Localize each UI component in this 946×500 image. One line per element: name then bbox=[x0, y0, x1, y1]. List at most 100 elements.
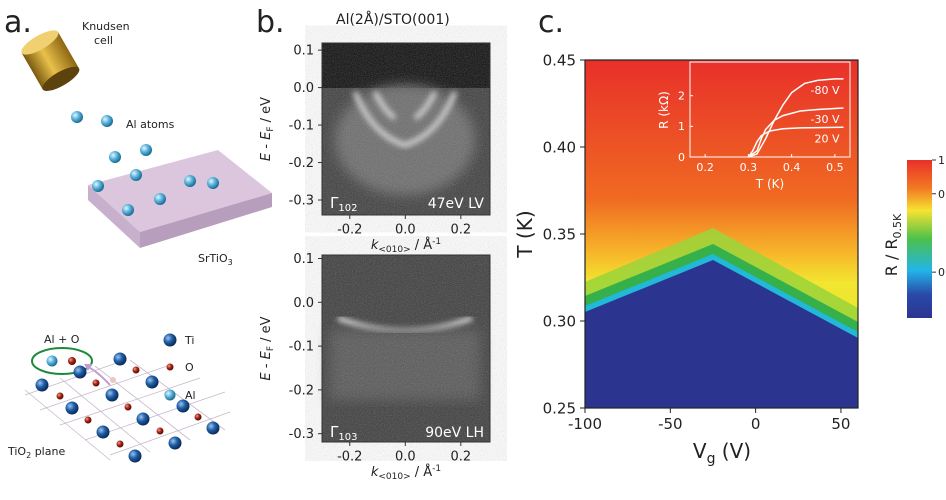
y-tick-label: -0.3 bbox=[289, 427, 314, 442]
panel-label: b. bbox=[256, 5, 285, 40]
y-axis-label: E - EF / eV bbox=[259, 97, 276, 161]
y-tick-label: -0.1 bbox=[289, 340, 314, 355]
substrate bbox=[88, 150, 272, 248]
x-label-part: / Å bbox=[411, 237, 433, 253]
legend-label: Ti bbox=[184, 334, 194, 347]
y-tick-label: 0.30 bbox=[543, 312, 576, 330]
x-tick-label: -0.2 bbox=[337, 449, 362, 464]
x-label-part: / Å bbox=[411, 464, 433, 480]
colorbar-tick-label: 0.1 bbox=[938, 266, 946, 279]
y-label-part: E - E bbox=[259, 131, 274, 161]
x-tick-label: -100 bbox=[568, 415, 602, 433]
point-label: Γ102 bbox=[330, 194, 357, 214]
y-label-part: / eV bbox=[259, 316, 274, 346]
x-tick-label: 50 bbox=[831, 415, 850, 433]
x-tick-label: 0.2 bbox=[450, 222, 471, 237]
x-tick-label: 0 bbox=[751, 415, 761, 433]
y-axis-label: T (K) bbox=[513, 210, 537, 258]
adsorbate-ring bbox=[31, 347, 93, 375]
x-tick-label: -0.2 bbox=[337, 222, 362, 237]
x-label-part: k bbox=[371, 465, 379, 480]
knudsen-cell bbox=[21, 30, 80, 91]
y-tick-label: 2 bbox=[678, 90, 685, 103]
y-tick-label: -0.3 bbox=[289, 194, 314, 209]
x-label-part: (V) bbox=[715, 439, 751, 463]
panel-title: Al(2Å)/STO(001) bbox=[336, 11, 450, 28]
inset-curve bbox=[748, 78, 844, 158]
lattice-atoms bbox=[35, 352, 220, 463]
inset-x-label: T (K) bbox=[755, 177, 784, 191]
y-axis-label: E - EF / eV bbox=[259, 316, 276, 380]
x-tick-label: 0.2 bbox=[450, 449, 471, 464]
x-label-part: -1 bbox=[432, 237, 441, 247]
y-tick-label: 0 bbox=[678, 151, 685, 164]
plot-frame bbox=[321, 254, 491, 443]
x-tick-label: 0.0 bbox=[395, 449, 416, 464]
series-label: -80 V bbox=[811, 84, 840, 97]
panel-label: a. bbox=[4, 5, 32, 40]
colorbar-label-part: 0.5K bbox=[891, 213, 904, 238]
x-tick-label: 0.0 bbox=[395, 222, 416, 237]
colorbar bbox=[907, 160, 932, 318]
colorbar-label: R / R0.5K bbox=[882, 213, 904, 276]
x-tick-label: 0.2 bbox=[696, 161, 714, 174]
x-label-part: <010> bbox=[378, 472, 410, 482]
x-axis-label: k<010> / Å-1 bbox=[371, 464, 441, 482]
condition-label: 90eV LH bbox=[425, 425, 484, 441]
colorbar-tick-label: 1.0 bbox=[938, 154, 946, 167]
y-tick-label: 0.1 bbox=[293, 252, 314, 267]
inset-y-label: R (kΩ) bbox=[657, 91, 671, 129]
inset-curve bbox=[747, 107, 844, 158]
x-tick-label: -50 bbox=[658, 415, 683, 433]
x-axis-label: Vg (V) bbox=[693, 439, 751, 467]
y-tick-label: 0.40 bbox=[543, 138, 576, 156]
y-tick-label: 0.1 bbox=[293, 44, 314, 59]
inset-curve bbox=[747, 126, 844, 158]
x-label-part: <010> bbox=[378, 245, 410, 255]
panel-c: c. bbox=[538, 5, 932, 408]
panel-b: b. Al(2Å)/STO(001) Γ102 47eV LV Γ103 90e… bbox=[256, 5, 490, 443]
panel-label: c. bbox=[538, 5, 564, 40]
x-tick-label: 0.3 bbox=[740, 161, 758, 174]
x-tick-label: 0.4 bbox=[783, 161, 801, 174]
y-tick-label: -0.1 bbox=[289, 119, 314, 134]
y-tick-label: 0.0 bbox=[293, 296, 314, 311]
plot-frame bbox=[689, 61, 851, 158]
y-tick-label: 0.45 bbox=[543, 51, 576, 69]
y-tick-label: 0.0 bbox=[293, 81, 314, 96]
plot-frame bbox=[321, 42, 491, 216]
y-tick-label: -0.2 bbox=[289, 383, 314, 398]
heatmap bbox=[585, 60, 858, 408]
legend-label: O bbox=[185, 361, 194, 374]
colorbar-tick-label: 0.5 bbox=[938, 188, 946, 201]
legend-label: Al bbox=[185, 389, 196, 402]
source-label: Knudsen bbox=[82, 20, 130, 33]
y-label-part: / eV bbox=[259, 97, 274, 127]
x-label-part: k bbox=[371, 238, 379, 253]
atoms-label: Al atoms bbox=[126, 118, 175, 131]
y-tick-label: 1 bbox=[678, 120, 685, 133]
y-tick-label: 0.35 bbox=[543, 225, 576, 243]
y-label-part: F bbox=[266, 126, 276, 131]
adsorbate-label: Al + O bbox=[44, 333, 80, 346]
substrate-label: SrTiO3 bbox=[198, 252, 233, 267]
y-label-part: E - E bbox=[259, 350, 274, 380]
y-tick-label: -0.2 bbox=[289, 156, 314, 171]
y-tick-label: 0.25 bbox=[543, 399, 576, 417]
point-label: Γ103 bbox=[330, 423, 357, 443]
arpes-image bbox=[322, 43, 490, 215]
condition-label: 47eV LV bbox=[428, 196, 485, 212]
source-label: cell bbox=[94, 34, 113, 47]
x-tick-label: 0.5 bbox=[826, 161, 844, 174]
plane-label: TiO2 plane bbox=[7, 445, 65, 460]
x-label-part: g bbox=[707, 451, 716, 467]
panel-a: a. Knudsen cell Al atoms SrTiO3 Al + O bbox=[4, 5, 272, 463]
colorbar-label-part: R / R bbox=[882, 238, 901, 276]
x-label-part: V bbox=[693, 439, 707, 463]
x-axis-label: k<010> / Å-1 bbox=[371, 237, 441, 255]
series-label: -30 V bbox=[811, 113, 840, 126]
x-label-part: -1 bbox=[432, 464, 441, 474]
lattice bbox=[24, 359, 231, 461]
y-label-part: F bbox=[266, 346, 276, 351]
